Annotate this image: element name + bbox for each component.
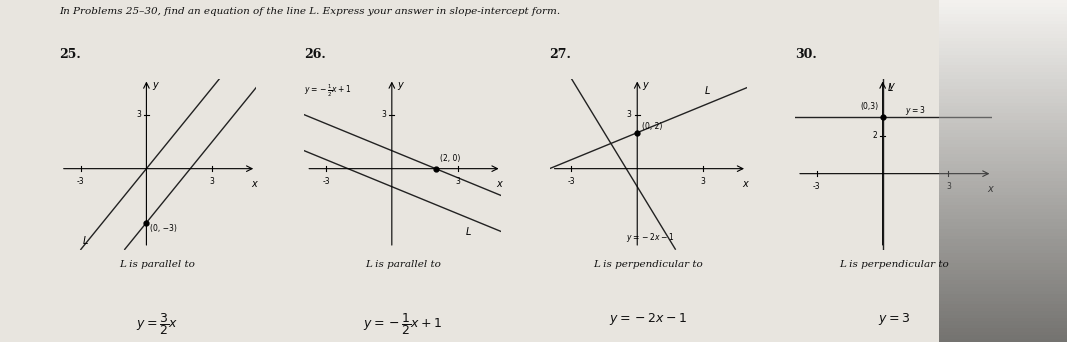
Text: (2, 0): (2, 0) [440,154,461,163]
Text: -3: -3 [322,177,330,186]
Text: 2: 2 [873,131,877,140]
Text: y: y [152,80,158,91]
Text: L is perpendicular to: L is perpendicular to [839,260,949,269]
Text: 27.: 27. [550,48,572,61]
Text: L: L [466,227,472,237]
Text: (0, −3): (0, −3) [149,224,176,234]
Text: (0,3): (0,3) [860,102,878,111]
Text: x: x [251,179,257,188]
Text: x: x [496,179,503,188]
Text: $y = \dfrac{3}{2}x$: $y = \dfrac{3}{2}x$ [137,311,178,337]
Text: y: y [397,80,403,91]
Text: x: x [742,179,748,188]
Text: L: L [82,236,87,246]
Text: 3: 3 [382,110,386,119]
Text: L: L [888,83,893,93]
Text: L is parallel to: L is parallel to [365,260,441,269]
Text: 3: 3 [210,177,214,186]
Text: y: y [888,81,894,91]
Text: $y = 3$: $y = 3$ [878,311,909,327]
Text: 3: 3 [946,182,951,191]
Text: L is perpendicular to: L is perpendicular to [593,260,703,269]
Text: y: y [642,80,649,91]
Text: $y = -\dfrac{1}{2}x + 1$: $y = -\dfrac{1}{2}x + 1$ [363,311,443,337]
Text: 26.: 26. [304,48,325,61]
Text: (0, 2): (0, 2) [641,122,662,131]
Text: $y = -2x - 1$: $y = -2x - 1$ [626,231,674,244]
Text: 3: 3 [627,110,632,119]
Text: 3: 3 [137,110,141,119]
Text: 3: 3 [701,177,705,186]
Text: $y = -\frac{1}{2}x + 1$: $y = -\frac{1}{2}x + 1$ [304,83,352,100]
Text: -3: -3 [568,177,575,186]
Text: L: L [704,86,711,96]
Text: $y = 3$: $y = 3$ [905,104,925,117]
Text: x: x [987,184,993,194]
Text: 25.: 25. [59,48,80,61]
Text: 3: 3 [456,177,460,186]
Text: $y = -2x - 1$: $y = -2x - 1$ [609,311,687,327]
Text: In Problems 25–30, find an equation of the line L. Express your answer in slope-: In Problems 25–30, find an equation of t… [59,7,560,16]
Text: 30.: 30. [795,48,816,61]
Text: -3: -3 [813,182,821,191]
Text: -3: -3 [77,177,84,186]
Text: L is parallel to: L is parallel to [120,260,195,269]
